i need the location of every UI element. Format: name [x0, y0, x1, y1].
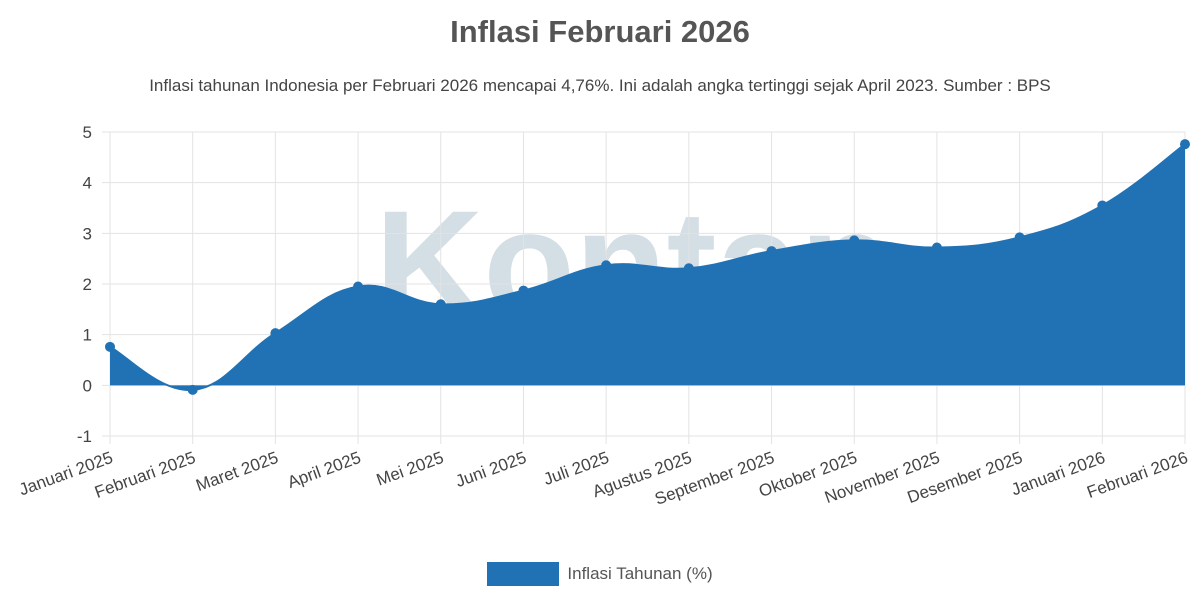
legend[interactable]: Inflasi Tahunan (%): [0, 560, 1200, 588]
data-point: [1014, 232, 1025, 243]
y-axis: 5 4 3 2 1 0 -1: [77, 123, 92, 446]
data-points: [105, 139, 1190, 395]
data-point: [1180, 139, 1190, 150]
data-point: [849, 235, 860, 246]
x-tick-label: Mei 2025: [374, 448, 446, 490]
data-point: [1097, 200, 1108, 211]
x-tick-label: Maret 2025: [193, 448, 280, 495]
data-point: [187, 384, 198, 395]
data-point: [435, 299, 446, 310]
y-tick-label: -1: [77, 427, 92, 446]
x-tick-label: Juni 2025: [453, 448, 529, 491]
x-tick-label: April 2025: [285, 448, 363, 492]
y-tick-label: 0: [83, 376, 92, 395]
chart-title: Inflasi Februari 2026: [450, 14, 750, 49]
chart-subtitle: Inflasi tahunan Indonesia per Februari 2…: [149, 76, 1051, 95]
y-tick-label: 3: [83, 224, 92, 243]
legend-swatch: [487, 562, 560, 586]
y-tick-label: 5: [83, 123, 92, 142]
y-tick-label: 2: [83, 275, 92, 294]
y-tick-label: 1: [83, 326, 92, 345]
data-point: [518, 285, 529, 296]
data-point: [766, 246, 777, 257]
data-point: [105, 341, 115, 352]
y-tick-label: 4: [83, 174, 92, 193]
data-point: [270, 328, 281, 339]
legend-label: Inflasi Tahunan (%): [567, 564, 713, 583]
data-point: [601, 260, 612, 271]
data-point: [931, 242, 942, 253]
data-point: [353, 281, 364, 292]
data-point: [683, 263, 694, 274]
